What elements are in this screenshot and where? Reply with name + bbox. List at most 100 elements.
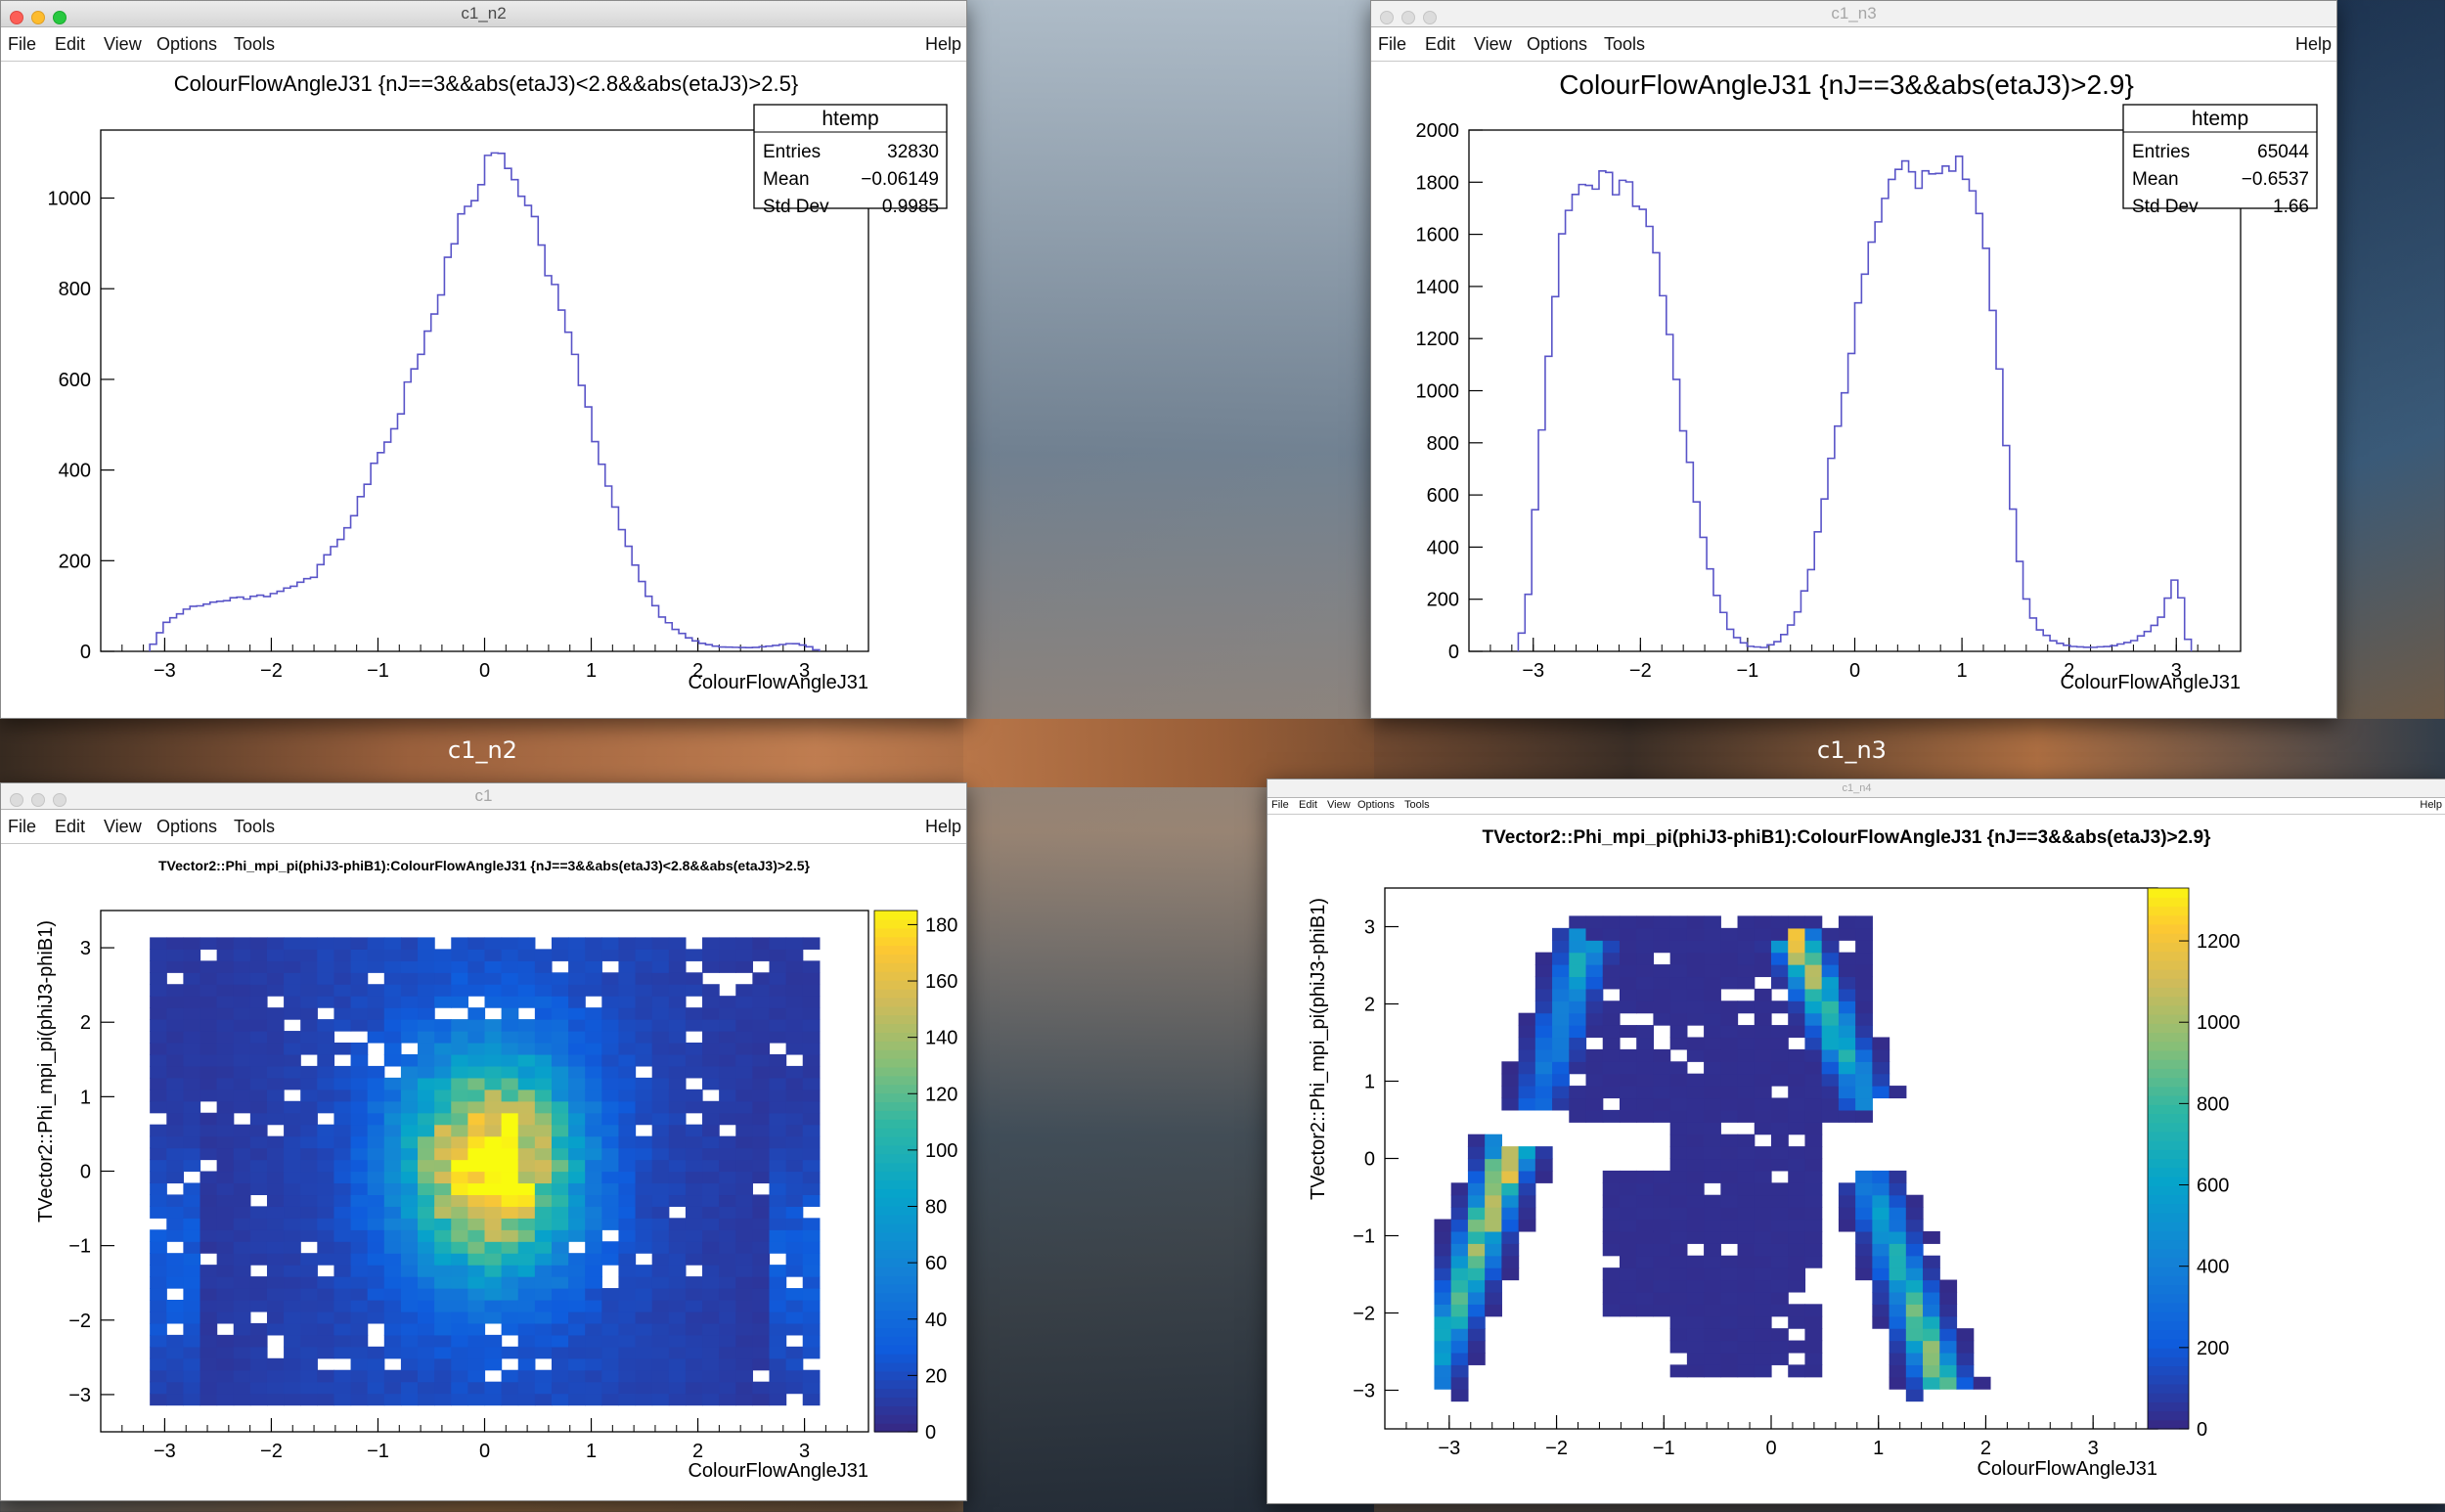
menu-edit[interactable]: Edit xyxy=(55,817,86,836)
heatmap-cell xyxy=(685,949,703,961)
histogram-canvas[interactable]: ColourFlowAngleJ31 {nJ==3&&abs(etaJ3)<2.… xyxy=(1,1,966,718)
zoom-button-icon[interactable] xyxy=(53,793,67,807)
heatmap-cell xyxy=(400,1124,419,1137)
desktop-photo-copper-band xyxy=(0,719,2445,787)
window-c1_n2[interactable]: c1_n2 File Edit View Options Tools Help … xyxy=(0,0,967,719)
heatmap-cell xyxy=(1686,1097,1705,1111)
menu-options[interactable]: Options xyxy=(1527,34,1588,54)
heatmap-cell xyxy=(1434,1279,1452,1293)
heatmap-cell xyxy=(183,1019,201,1032)
traffic-lights xyxy=(10,789,74,807)
menu-file[interactable]: File xyxy=(1271,799,1289,811)
close-button-icon[interactable] xyxy=(10,11,23,24)
window-titlebar[interactable]: c1_n4 xyxy=(1267,779,2445,798)
heatmap-cell xyxy=(300,1322,318,1336)
heatmap-cell xyxy=(216,1077,235,1090)
heatmap-cell xyxy=(1771,1352,1789,1365)
menu-options[interactable]: Options xyxy=(156,817,218,836)
menu-tools[interactable]: Tools xyxy=(234,34,276,54)
heatmap-cell xyxy=(183,1265,201,1277)
heatmap-cell xyxy=(785,1218,804,1230)
heatmap-cell xyxy=(1619,1243,1637,1257)
menu-view[interactable]: View xyxy=(104,34,142,54)
window-titlebar[interactable]: c1_n2 xyxy=(1,1,966,27)
menu-file[interactable]: File xyxy=(8,817,37,836)
menu-view[interactable]: View xyxy=(104,817,142,836)
heatmap-cell xyxy=(601,937,620,950)
minimize-button-icon[interactable] xyxy=(31,793,45,807)
heatmap-cell xyxy=(534,1194,553,1207)
menu-file[interactable]: File xyxy=(1378,34,1407,54)
palette-swatch xyxy=(874,1388,917,1399)
heatmap-cell xyxy=(585,1147,602,1161)
menu-view[interactable]: View xyxy=(1474,34,1512,54)
menu-file[interactable]: File xyxy=(8,34,37,54)
heatmap-cell xyxy=(1450,1364,1469,1378)
zoom-button-icon[interactable] xyxy=(1423,11,1437,24)
menu-tools[interactable]: Tools xyxy=(234,817,276,836)
heatmap-cell xyxy=(702,1276,720,1289)
heatmap-cell xyxy=(668,1311,687,1324)
heatmap-cell xyxy=(1552,1012,1570,1026)
heatmap-cell xyxy=(1855,1086,1873,1099)
heatmap-cell xyxy=(266,1311,285,1324)
heatmap-cell xyxy=(1569,940,1587,954)
menu-tools[interactable]: Tools xyxy=(1404,799,1430,811)
menu-edit[interactable]: Edit xyxy=(1425,34,1456,54)
heatmap-cell xyxy=(568,1182,586,1196)
heatmap-cell xyxy=(183,1206,201,1219)
close-button-icon[interactable] xyxy=(1380,11,1394,24)
window-c1[interactable]: c1 File Edit View Options Tools Help TVe… xyxy=(0,782,967,1501)
heatmap-canvas[interactable]: TVector2::Phi_mpi_pi(phiJ3-phiB1):Colour… xyxy=(1,783,966,1500)
heatmap-cell xyxy=(1653,1243,1671,1257)
menu-edit[interactable]: Edit xyxy=(1299,799,1317,811)
heatmap-cell xyxy=(1450,1219,1469,1232)
heatmap-cell xyxy=(317,1124,335,1137)
heatmap-cell xyxy=(719,1369,736,1383)
heatmap-cell xyxy=(1889,1376,1907,1390)
heatmap-cell xyxy=(802,1276,821,1289)
y-tick-label: 2000 xyxy=(1416,120,1460,142)
heatmap-cell xyxy=(367,1381,385,1395)
heatmap-canvas[interactable]: TVector2::Phi_mpi_pi(phiJ3-phiB1):Colour… xyxy=(1267,779,2445,1503)
heatmap-cell xyxy=(719,996,736,1008)
heatmap-cell xyxy=(735,1182,753,1196)
menu-help[interactable]: Help xyxy=(924,34,961,54)
heatmap-cell xyxy=(501,1276,519,1289)
heatmap-cell xyxy=(601,1299,620,1312)
heatmap-cell xyxy=(685,1393,703,1406)
window-titlebar[interactable]: c1_n3 xyxy=(1371,1,2336,27)
heatmap-cell xyxy=(568,1065,586,1079)
heatmap-cell xyxy=(668,1229,687,1242)
heatmap-cell xyxy=(585,1100,602,1114)
heatmap-cell xyxy=(735,1218,753,1230)
heatmap-cell xyxy=(350,1147,369,1161)
menu-help[interactable]: Help xyxy=(2294,34,2332,54)
menu-help[interactable]: Help xyxy=(2420,799,2442,811)
heatmap-cell xyxy=(1501,1194,1520,1208)
zoom-button-icon[interactable] xyxy=(53,11,67,24)
menu-options[interactable]: Options xyxy=(156,34,218,54)
heatmap-cell xyxy=(719,1007,736,1020)
menu-view[interactable]: View xyxy=(1327,799,1351,811)
menu-help[interactable]: Help xyxy=(924,817,961,836)
window-c1_n3[interactable]: c1_n3 File Edit View Options Tools Help … xyxy=(1370,0,2337,719)
heatmap-cell xyxy=(200,1065,218,1079)
minimize-button-icon[interactable] xyxy=(1401,11,1415,24)
heatmap-cell xyxy=(585,960,602,973)
heatmap-cell xyxy=(284,1007,301,1020)
heatmap-cell xyxy=(1686,1279,1705,1293)
menu-edit[interactable]: Edit xyxy=(55,34,86,54)
window-c1_n4[interactable]: c1_n4 File Edit View Options Tools Help … xyxy=(1267,778,2445,1504)
heatmap-cell xyxy=(1534,1086,1553,1099)
histogram-canvas[interactable]: ColourFlowAngleJ31 {nJ==3&&abs(etaJ3)>2.… xyxy=(1371,1,2336,718)
menu-options[interactable]: Options xyxy=(1357,799,1395,811)
heatmap-cell xyxy=(350,1112,369,1126)
menu-tools[interactable]: Tools xyxy=(1604,34,1646,54)
window-titlebar[interactable]: c1 xyxy=(1,783,966,810)
heatmap-cell xyxy=(1905,1267,1924,1281)
heatmap-cell xyxy=(266,984,285,997)
close-button-icon[interactable] xyxy=(10,793,23,807)
heatmap-cell xyxy=(752,1007,771,1020)
minimize-button-icon[interactable] xyxy=(31,11,45,24)
